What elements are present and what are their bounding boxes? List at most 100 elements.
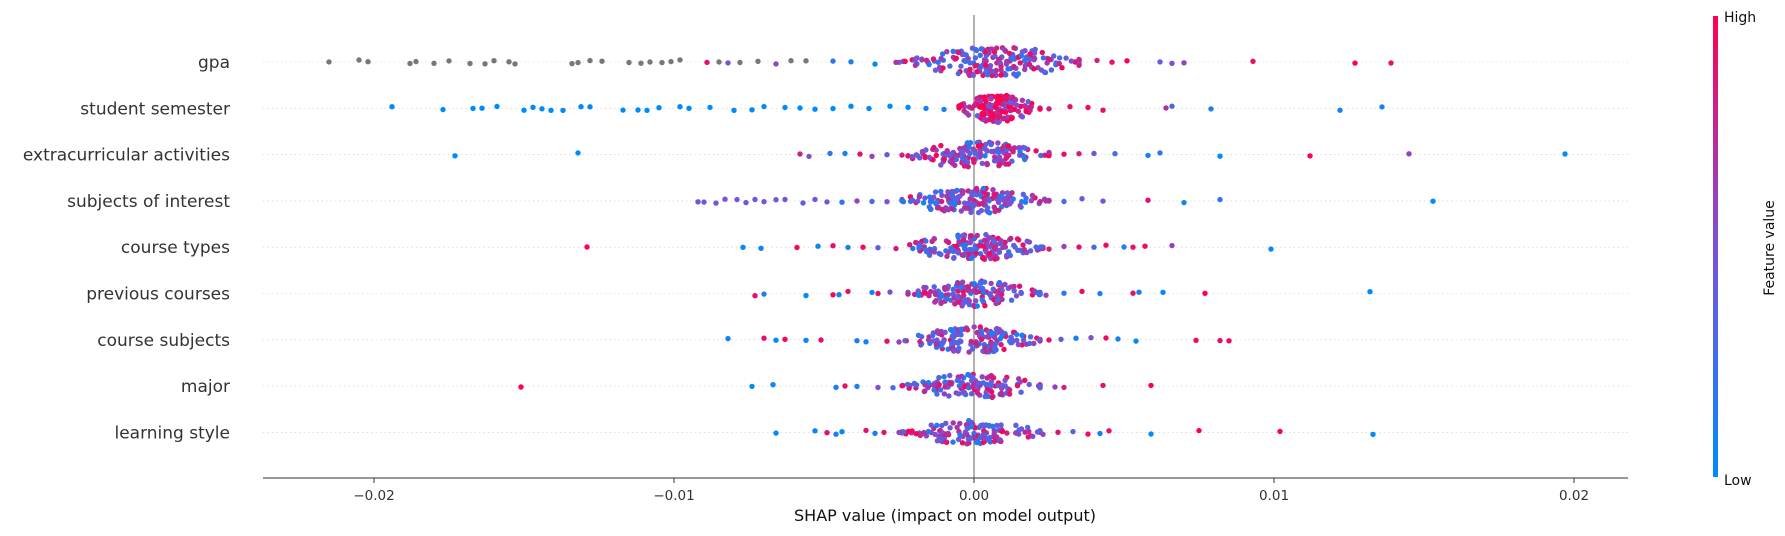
shap-point	[936, 374, 942, 381]
shap-point	[1079, 288, 1085, 295]
shap-point	[935, 205, 941, 211]
shap-point	[1011, 288, 1017, 294]
shap-point	[1014, 331, 1020, 338]
shap-point	[1076, 244, 1082, 250]
shap-point	[954, 187, 960, 194]
shap-point	[1003, 61, 1010, 67]
shap-point	[931, 144, 937, 151]
shap-point	[725, 335, 731, 342]
shap-point	[1040, 55, 1047, 61]
shap-point	[970, 375, 976, 381]
shap-point	[923, 105, 929, 112]
shap-point	[1430, 198, 1436, 204]
shap-point	[998, 72, 1004, 78]
feature-label: major	[181, 377, 230, 397]
shap-point	[848, 103, 854, 109]
shap-point	[965, 164, 971, 170]
shap-point	[997, 336, 1003, 342]
shap-point	[1003, 151, 1010, 157]
shap-point	[1031, 288, 1038, 294]
shap-point	[962, 58, 969, 65]
shap-point	[999, 291, 1005, 297]
shap-point	[991, 430, 997, 436]
feature-label: extracurricular activities	[23, 146, 230, 166]
shap-point	[928, 288, 934, 295]
shap-point	[947, 152, 953, 159]
shap-point	[955, 232, 961, 238]
shap-point	[978, 336, 985, 342]
shap-point	[959, 440, 966, 446]
shap-point	[902, 338, 908, 344]
shap-point	[1018, 53, 1025, 59]
shap-point	[931, 284, 937, 290]
shap-point	[1026, 61, 1033, 67]
shap-point	[644, 107, 650, 114]
shap-point	[1056, 55, 1063, 61]
shap-point	[893, 245, 899, 252]
shap-point	[647, 59, 653, 65]
shap-point	[884, 338, 890, 344]
shap-point	[1002, 244, 1009, 250]
shap-point	[983, 349, 990, 355]
shap-point	[1021, 103, 1028, 109]
shap-point	[980, 200, 986, 206]
shap-point	[1307, 153, 1313, 159]
shap-point	[964, 327, 971, 333]
shap-point	[1061, 198, 1067, 205]
shap-point	[389, 104, 395, 110]
shap-point	[1018, 389, 1024, 395]
shap-point	[927, 206, 934, 212]
shap-point	[994, 297, 1001, 303]
shap-point	[909, 154, 915, 160]
shap-point	[972, 150, 978, 156]
shap-point	[713, 200, 719, 206]
shap-point	[1006, 338, 1013, 344]
shap-point	[1038, 152, 1044, 159]
shap-point	[940, 338, 947, 345]
shap-point	[761, 291, 767, 297]
shap-point	[1020, 337, 1027, 343]
shap-point	[950, 48, 956, 54]
shap-point	[905, 104, 911, 111]
shap-point	[1008, 297, 1015, 303]
feature-label: student semester	[80, 99, 230, 119]
shap-point	[994, 101, 1000, 107]
shap-point	[944, 296, 950, 302]
shap-point	[991, 334, 998, 341]
shap-point	[773, 430, 779, 436]
shap-point	[1025, 98, 1032, 105]
shap-point	[958, 373, 965, 379]
shap-point	[920, 200, 927, 206]
shap-point	[996, 207, 1002, 213]
shap-point	[1018, 113, 1024, 119]
shap-point	[1028, 104, 1034, 110]
shap-point	[1047, 56, 1053, 63]
shap-point	[982, 153, 988, 159]
shap-point	[1040, 431, 1046, 437]
shap-point	[326, 59, 332, 65]
shap-point	[1033, 148, 1039, 154]
shap-point	[1063, 55, 1069, 61]
shap-point	[1046, 337, 1052, 343]
shap-point	[985, 102, 992, 109]
shap-point	[995, 382, 1001, 389]
shap-point	[803, 58, 809, 64]
shap-point	[947, 425, 953, 431]
shap-point	[990, 148, 997, 155]
shap-point	[899, 152, 905, 158]
shap-point	[954, 377, 961, 384]
shap-point	[1043, 292, 1049, 298]
shap-point	[999, 145, 1005, 152]
shap-point	[482, 61, 488, 67]
shap-point	[977, 324, 983, 330]
shap-point	[1059, 65, 1065, 71]
shap-point	[977, 104, 984, 110]
shap-point	[904, 381, 911, 388]
shap-point	[939, 422, 945, 429]
shap-point	[986, 234, 992, 241]
shap-point	[905, 428, 912, 434]
shap-point	[1003, 155, 1009, 162]
shap-point	[1004, 252, 1010, 259]
shap-point	[994, 422, 1000, 429]
shap-point	[1085, 431, 1091, 437]
